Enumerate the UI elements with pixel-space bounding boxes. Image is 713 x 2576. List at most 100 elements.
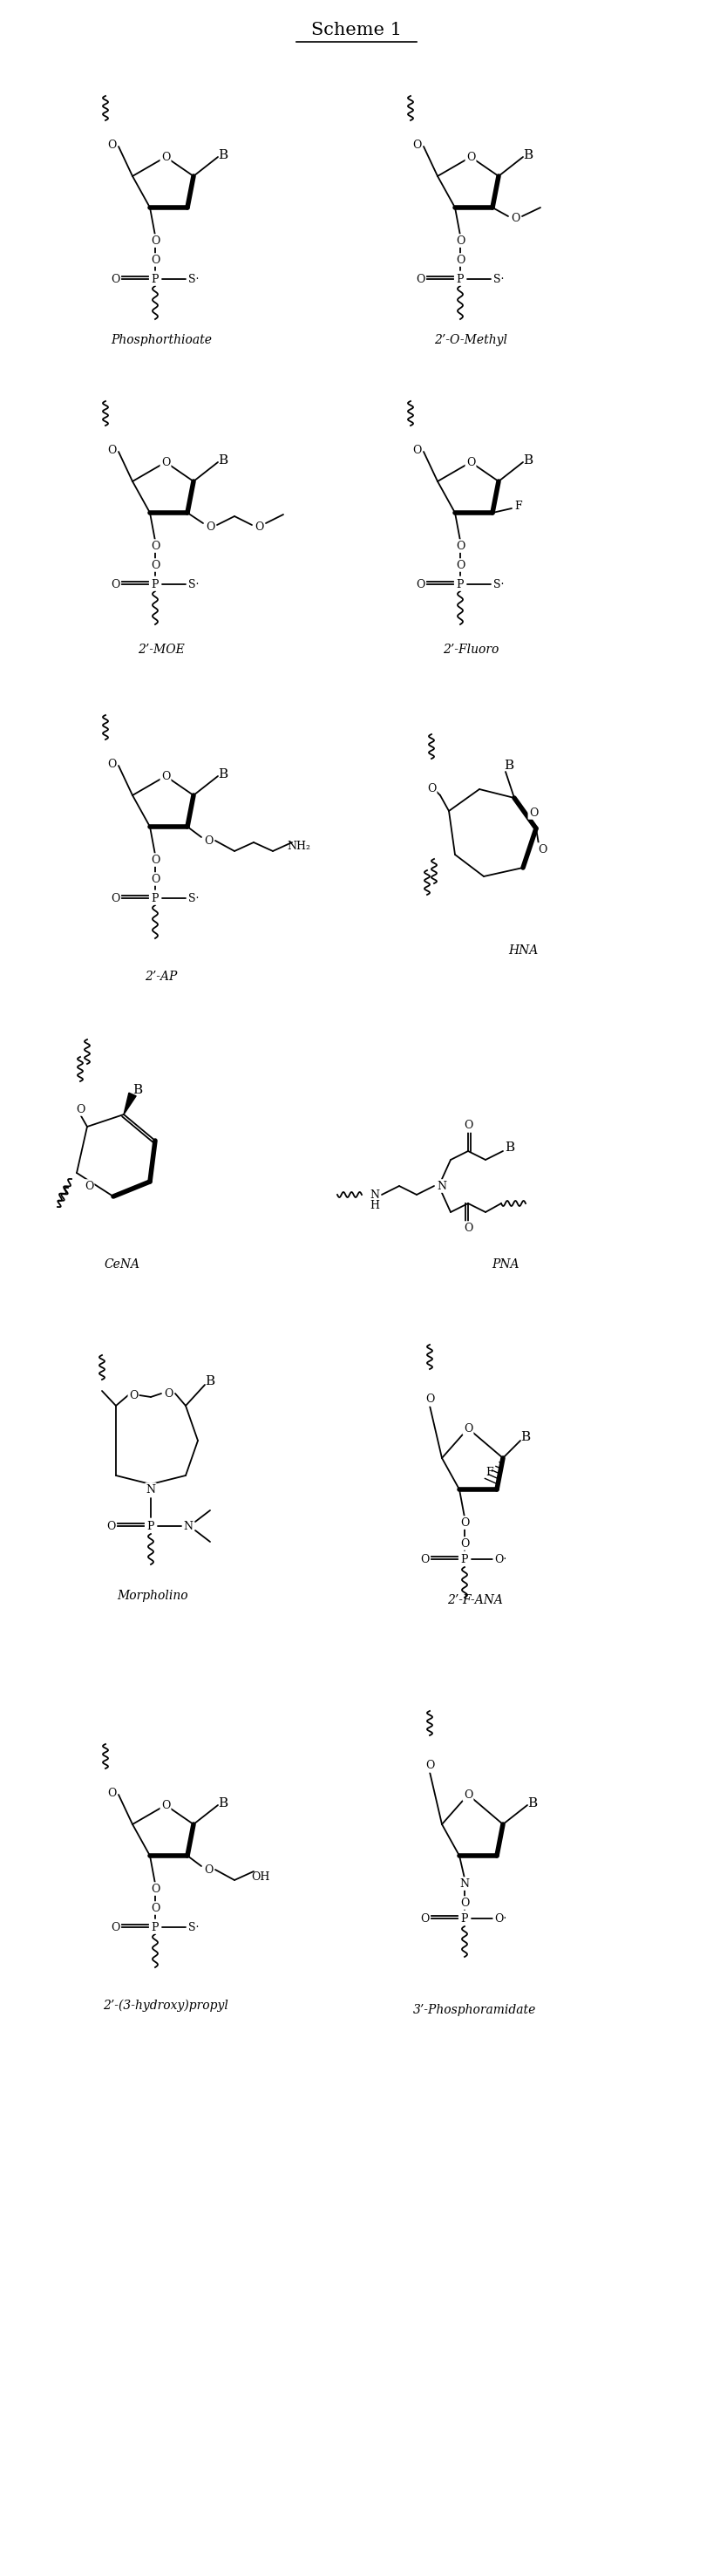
- Text: O: O: [466, 152, 475, 162]
- Text: O: O: [150, 1901, 160, 1914]
- Text: O: O: [420, 1914, 429, 1924]
- Text: O: O: [416, 273, 425, 286]
- Text: N: N: [437, 1180, 447, 1193]
- Text: F: F: [486, 1466, 493, 1479]
- Text: O: O: [111, 580, 120, 590]
- Text: O: O: [255, 520, 263, 533]
- Text: O: O: [129, 1388, 138, 1401]
- Text: O: O: [460, 1896, 469, 1909]
- Text: O·: O·: [494, 1553, 506, 1564]
- Text: O: O: [161, 456, 170, 469]
- Text: B: B: [133, 1084, 143, 1097]
- Text: 2’-O-Methyl: 2’-O-Methyl: [434, 335, 507, 345]
- Text: O: O: [425, 1394, 434, 1406]
- Text: O: O: [150, 255, 160, 265]
- Text: B: B: [528, 1798, 538, 1808]
- Text: B: B: [218, 453, 228, 466]
- Text: O: O: [460, 1517, 469, 1528]
- Text: S·: S·: [188, 580, 199, 590]
- Text: P: P: [147, 1520, 155, 1533]
- Text: NH₂: NH₂: [287, 840, 311, 853]
- Text: CeNA: CeNA: [104, 1257, 140, 1270]
- Text: O: O: [538, 845, 547, 855]
- Text: O: O: [205, 520, 215, 533]
- Text: Phosphorthioate: Phosphorthioate: [111, 335, 212, 345]
- Text: S·: S·: [493, 273, 504, 286]
- Text: 2’-(3-hydroxy)propyl: 2’-(3-hydroxy)propyl: [103, 1999, 228, 2012]
- Text: O: O: [107, 757, 116, 770]
- Text: B: B: [505, 1141, 515, 1154]
- Text: O: O: [76, 1103, 85, 1115]
- Text: O: O: [150, 873, 160, 884]
- Text: O: O: [456, 541, 465, 551]
- Polygon shape: [124, 1092, 136, 1115]
- Text: O: O: [161, 770, 170, 781]
- Text: O: O: [106, 1520, 116, 1533]
- Text: PNA: PNA: [492, 1257, 519, 1270]
- Text: O: O: [107, 1788, 116, 1798]
- Text: O: O: [529, 806, 538, 819]
- Text: S·: S·: [493, 580, 504, 590]
- Text: O: O: [204, 835, 213, 848]
- Text: O: O: [412, 139, 421, 149]
- Text: B: B: [218, 768, 228, 781]
- Text: P: P: [461, 1553, 468, 1564]
- Text: O: O: [204, 1865, 213, 1875]
- Text: O: O: [164, 1388, 173, 1399]
- Text: O: O: [150, 1883, 160, 1893]
- Text: P: P: [456, 273, 464, 286]
- Text: O: O: [456, 234, 465, 247]
- Text: P: P: [151, 273, 159, 286]
- Text: B: B: [504, 760, 514, 773]
- Text: N: N: [460, 1878, 469, 1888]
- Text: N: N: [183, 1520, 193, 1533]
- Text: O: O: [425, 1759, 434, 1772]
- Text: HNA: HNA: [508, 945, 538, 956]
- Text: O: O: [416, 580, 425, 590]
- Text: O: O: [511, 211, 520, 224]
- Text: 2’-F-ANA: 2’-F-ANA: [447, 1595, 503, 1607]
- Text: P: P: [151, 891, 159, 904]
- Text: O: O: [107, 139, 116, 149]
- Text: P: P: [151, 580, 159, 590]
- Text: B: B: [205, 1376, 215, 1388]
- Text: O: O: [463, 1221, 473, 1234]
- Text: O: O: [460, 1538, 469, 1548]
- Text: O: O: [150, 559, 160, 572]
- Text: O: O: [111, 891, 120, 904]
- Text: O: O: [456, 559, 465, 572]
- Text: O: O: [427, 783, 436, 796]
- Text: O: O: [150, 855, 160, 866]
- Text: N: N: [370, 1190, 379, 1200]
- Text: O: O: [111, 273, 120, 286]
- Text: O: O: [412, 443, 421, 456]
- Text: N: N: [146, 1484, 155, 1494]
- Text: H: H: [370, 1200, 379, 1211]
- Text: O: O: [150, 234, 160, 247]
- Text: O: O: [161, 152, 170, 162]
- Text: O: O: [463, 1422, 473, 1435]
- Text: 2’-MOE: 2’-MOE: [138, 644, 185, 657]
- Text: O: O: [456, 255, 465, 265]
- Text: B: B: [523, 453, 533, 466]
- Text: B: B: [218, 1798, 228, 1808]
- Text: 2’-AP: 2’-AP: [145, 971, 178, 984]
- Text: O: O: [420, 1553, 429, 1564]
- Text: O: O: [466, 456, 475, 469]
- Text: Scheme 1: Scheme 1: [311, 23, 402, 39]
- Text: S·: S·: [188, 273, 199, 286]
- Text: P: P: [461, 1914, 468, 1924]
- Text: O: O: [161, 1801, 170, 1811]
- Text: O: O: [150, 541, 160, 551]
- Text: 2’-Fluoro: 2’-Fluoro: [443, 644, 498, 657]
- Text: O: O: [111, 1922, 120, 1932]
- Text: O·: O·: [494, 1914, 506, 1924]
- Text: O: O: [107, 443, 116, 456]
- Text: P: P: [151, 1922, 159, 1932]
- Text: S·: S·: [188, 891, 199, 904]
- Text: B: B: [523, 149, 533, 162]
- Text: O: O: [84, 1180, 93, 1193]
- Text: B: B: [520, 1432, 530, 1443]
- Text: OH: OH: [251, 1870, 270, 1883]
- Text: 3’-Phosphoramidate: 3’-Phosphoramidate: [414, 2004, 537, 2017]
